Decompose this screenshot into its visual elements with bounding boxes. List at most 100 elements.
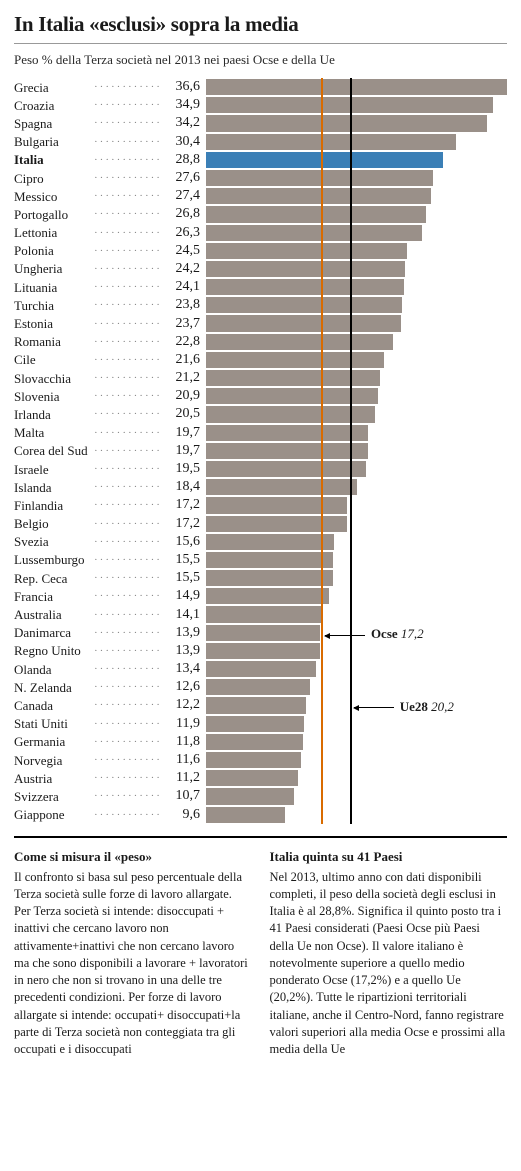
bar [206,643,320,659]
bar [206,807,285,823]
value-label: 17,2 [164,517,206,531]
value-label: 23,8 [164,298,206,312]
bar-track [206,405,507,423]
bar-track [206,605,507,623]
value-label: 13,9 [164,644,206,658]
bar [206,770,298,786]
table-row: Australia············14,1 [14,605,507,623]
table-row: Lettonia············26,3 [14,224,507,242]
table-row: Bulgaria············30,4 [14,133,507,151]
value-label: 26,8 [164,207,206,221]
bar-track [206,114,507,132]
bar [206,297,402,313]
table-row: Israele············19,5 [14,460,507,478]
value-label: 27,4 [164,189,206,203]
bar [206,679,310,695]
bar-track [206,205,507,223]
value-label: 19,7 [164,444,206,458]
bar-track [206,769,507,787]
bar-track [206,551,507,569]
value-label: 14,1 [164,608,206,622]
bar-track [206,715,507,733]
value-label: 15,5 [164,553,206,567]
bar [206,552,333,568]
table-row: Ungheria············24,2 [14,260,507,278]
bar [206,516,347,532]
bar-track [206,460,507,478]
bar [206,625,320,641]
table-row: Olanda············13,4 [14,660,507,678]
country-label: Malta [14,426,114,439]
country-label: Messico [14,190,114,203]
value-label: 20,5 [164,407,206,421]
value-label: 9,6 [164,808,206,822]
table-row: Svizzera············10,7 [14,787,507,805]
bar [206,243,408,259]
value-label: 19,5 [164,462,206,476]
country-label: Stati Uniti [14,717,114,730]
country-label: Corea del Sud [14,444,114,457]
country-label: Italia [14,153,114,166]
country-label: Romania [14,335,114,348]
country-label: Olanda [14,663,114,676]
country-label: Islanda [14,481,114,494]
bar [206,170,433,186]
value-label: 36,6 [164,80,206,94]
bar-track [206,187,507,205]
page-title: In Italia «esclusi» sopra la media [14,12,507,37]
bar [206,588,329,604]
value-label: 34,9 [164,98,206,112]
chart-rows: Grecia············36,6Croazia···········… [14,78,507,824]
country-label: Bulgaria [14,135,114,148]
chart-subtitle: Peso % della Terza società nel 2013 nei … [14,52,507,68]
value-label: 11,2 [164,771,206,785]
value-label: 34,2 [164,116,206,130]
value-label: 12,2 [164,698,206,712]
bar-track [206,496,507,514]
bar-track [206,442,507,460]
footnotes: Come si misura il «peso» Il confronto si… [14,848,507,1059]
bar-track [206,424,507,442]
bar [206,388,378,404]
value-label: 27,6 [164,171,206,185]
bar [206,261,405,277]
table-row: Grecia············36,6 [14,78,507,96]
bar [206,334,394,350]
value-label: 23,7 [164,317,206,331]
table-row: Slovenia············20,9 [14,387,507,405]
table-row: Austria············11,2 [14,769,507,787]
table-row: Regno Unito············13,9 [14,642,507,660]
bar-track [206,733,507,751]
value-label: 13,4 [164,662,206,676]
bar [206,97,493,113]
value-label: 15,5 [164,571,206,585]
country-label: Lettonia [14,226,114,239]
country-label: Turchia [14,299,114,312]
country-label: Ungheria [14,262,114,275]
bar-track [206,533,507,551]
value-label: 28,8 [164,153,206,167]
bar-track [206,806,507,824]
value-label: 24,5 [164,244,206,258]
value-label: 20,9 [164,389,206,403]
bar-track [206,569,507,587]
footnote-left: Come si misura il «peso» Il confronto si… [14,848,252,1059]
table-row: Croazia············34,9 [14,96,507,114]
country-label: Irlanda [14,408,114,421]
table-row: Belgio············17,2 [14,515,507,533]
country-label: Lussemburgo [14,553,114,566]
table-row: N. Zelanda············12,6 [14,678,507,696]
table-row: Estonia············23,7 [14,314,507,332]
country-label: Francia [14,590,114,603]
table-row: Portogallo············26,8 [14,205,507,223]
value-label: 14,9 [164,589,206,603]
bar-track [206,624,507,642]
footnote-heading: Italia quinta su 41 Paesi [270,848,508,866]
bar-track [206,387,507,405]
table-row: Danimarca············13,9 [14,624,507,642]
country-label: Belgio [14,517,114,530]
value-label: 11,9 [164,717,206,731]
bar-track [206,96,507,114]
bar-track [206,351,507,369]
table-row: Polonia············24,5 [14,242,507,260]
